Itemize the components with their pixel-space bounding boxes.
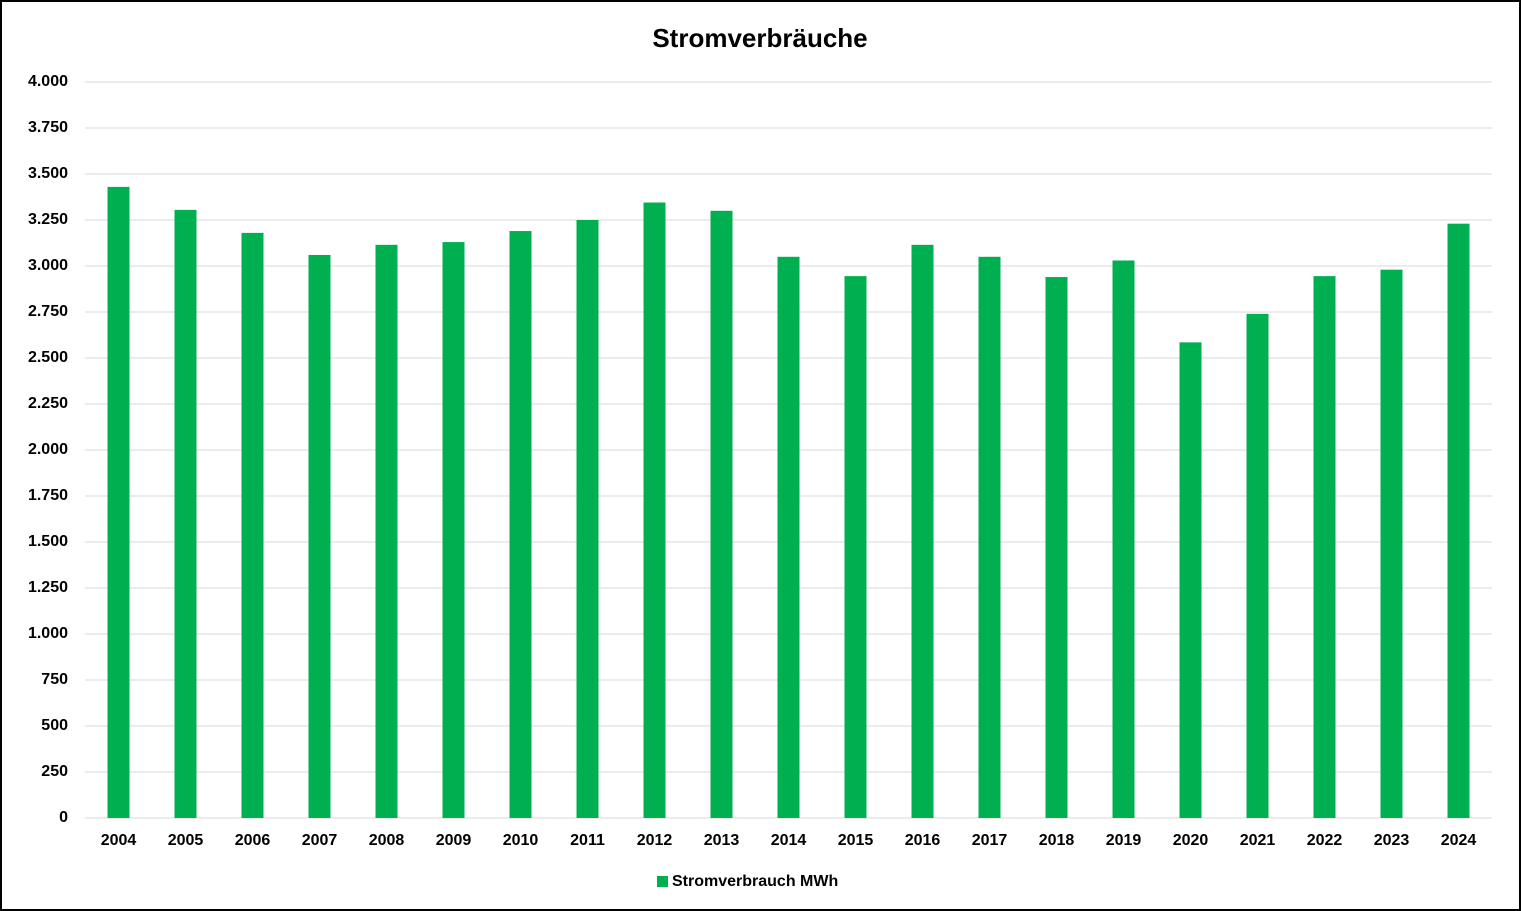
- bar: [1179, 342, 1202, 818]
- bar: [643, 202, 666, 818]
- bar: [777, 256, 800, 818]
- bar: [241, 232, 264, 818]
- bar: [1447, 223, 1470, 818]
- bar: [308, 254, 331, 818]
- y-tick-label: 2.750: [28, 303, 68, 320]
- bar: [710, 210, 733, 819]
- y-tick-label: 1.250: [28, 579, 68, 596]
- chart-title: Stromverbräuche: [652, 23, 867, 53]
- y-tick-label: 0: [59, 809, 68, 826]
- y-tick-label: 3.500: [28, 165, 68, 182]
- x-tick-label: 2008: [369, 832, 405, 849]
- bar: [1380, 269, 1403, 818]
- bar: [1112, 260, 1135, 819]
- y-tick-label: 2.500: [28, 349, 68, 366]
- y-tick-label: 500: [41, 717, 68, 734]
- y-tick-label: 250: [41, 763, 68, 780]
- bar: [107, 186, 130, 818]
- x-tick-label: 2024: [1441, 832, 1477, 849]
- x-tick-label: 2004: [101, 832, 137, 849]
- y-tick-label: 750: [41, 671, 68, 688]
- bar: [978, 256, 1001, 818]
- y-tick-label: 2.000: [28, 441, 68, 458]
- x-tick-label: 2019: [1106, 832, 1142, 849]
- y-tick-label: 1.500: [28, 533, 68, 550]
- y-tick-label: 3.750: [28, 119, 68, 136]
- y-tick-label: 1.750: [28, 487, 68, 504]
- bar: [1313, 276, 1336, 818]
- legend-swatch: [657, 876, 668, 887]
- x-tick-label: 2006: [235, 832, 271, 849]
- x-tick-label: 2015: [838, 832, 874, 849]
- x-tick-label: 2021: [1240, 832, 1276, 849]
- x-tick-label: 2010: [503, 832, 539, 849]
- x-tick-label: 2016: [905, 832, 941, 849]
- x-tick-label: 2012: [637, 832, 673, 849]
- bar: [174, 209, 197, 818]
- y-tick-label: 3.000: [28, 257, 68, 274]
- bar: [1045, 277, 1068, 818]
- x-tick-label: 2009: [436, 832, 472, 849]
- bar: [844, 276, 867, 818]
- bar: [911, 244, 934, 819]
- bar: [442, 242, 465, 818]
- x-tick-label: 2013: [704, 832, 740, 849]
- x-tick-label: 2005: [168, 832, 204, 849]
- y-tick-label: 4.000: [28, 73, 68, 90]
- bar: [509, 231, 532, 819]
- bar: [375, 244, 398, 819]
- y-tick-label: 2.250: [28, 395, 68, 412]
- x-tick-label: 2014: [771, 832, 807, 849]
- y-tick-label: 1.000: [28, 625, 68, 642]
- x-tick-label: 2020: [1173, 832, 1209, 849]
- bar: [576, 220, 599, 818]
- y-tick-label: 3.250: [28, 211, 68, 228]
- x-tick-label: 2011: [570, 832, 605, 849]
- x-tick-label: 2017: [972, 832, 1008, 849]
- x-tick-label: 2018: [1039, 832, 1075, 849]
- x-tick-label: 2023: [1374, 832, 1410, 849]
- legend-label: Stromverbrauch MWh: [672, 873, 838, 890]
- x-tick-label: 2022: [1307, 832, 1343, 849]
- bar: [1246, 313, 1269, 818]
- x-tick-label: 2007: [302, 832, 338, 849]
